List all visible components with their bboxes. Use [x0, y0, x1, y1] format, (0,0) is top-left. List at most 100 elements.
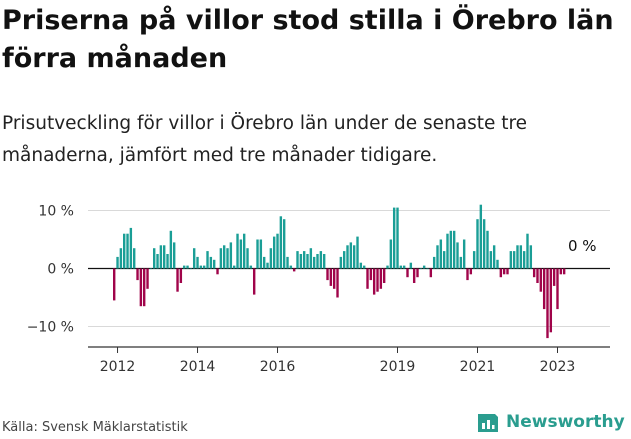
chart-subtitle: Prisutveckling för villor i Örebro län u… — [2, 113, 528, 166]
source-credit: Källa: Svensk Mäklarstatistik — [2, 420, 188, 435]
x-tick-label: 2019 — [380, 359, 416, 375]
bar — [209, 256, 213, 269]
bar — [512, 251, 516, 269]
bar — [546, 268, 549, 339]
bar — [199, 265, 203, 269]
bar — [412, 268, 416, 283]
bar — [279, 216, 283, 269]
bar — [322, 254, 326, 269]
bar — [256, 239, 259, 269]
x-tick-label: 2014 — [180, 359, 216, 375]
y-tick-label: 0 % — [47, 262, 74, 278]
x-tick-label: 2021 — [460, 359, 496, 375]
bar — [452, 230, 456, 269]
bar — [299, 254, 303, 269]
latest-value-annotation: 0 % — [568, 237, 597, 255]
brand-name: Newsworthy — [506, 412, 625, 432]
bar — [226, 248, 229, 269]
bar — [469, 268, 473, 275]
bar — [409, 262, 413, 269]
bar — [222, 245, 226, 269]
bar — [532, 268, 536, 278]
bar — [462, 239, 466, 269]
bar — [436, 245, 439, 269]
x-tick-label: 2016 — [260, 359, 296, 375]
y-tick-label: −10 % — [27, 320, 74, 336]
bar — [309, 248, 313, 269]
bar — [332, 268, 336, 289]
bar — [406, 268, 409, 278]
bar — [239, 239, 243, 269]
bar — [266, 262, 269, 269]
bar — [259, 239, 263, 269]
bar — [339, 256, 343, 269]
bar — [316, 254, 319, 269]
bar — [502, 268, 506, 275]
bar — [186, 265, 189, 269]
bar — [302, 251, 306, 269]
bar — [262, 256, 266, 269]
bar — [169, 230, 173, 269]
bar — [306, 254, 309, 269]
bar — [539, 268, 543, 292]
bar — [472, 251, 476, 269]
bar — [289, 265, 293, 269]
bar — [242, 233, 246, 269]
bar — [133, 248, 136, 269]
bar — [202, 265, 206, 269]
bar — [292, 268, 296, 272]
bar — [429, 268, 433, 278]
bar — [349, 242, 353, 269]
bar — [163, 245, 166, 269]
bar — [319, 251, 323, 269]
bar — [176, 268, 179, 292]
bar — [159, 245, 163, 269]
bar — [139, 268, 143, 307]
y-tick-label: 10 % — [38, 204, 74, 220]
bar — [466, 268, 469, 281]
bar — [146, 268, 149, 289]
bar — [149, 268, 153, 270]
bar — [212, 259, 216, 269]
bar — [272, 236, 276, 269]
bar — [143, 268, 146, 307]
bar — [196, 256, 199, 269]
bar — [362, 265, 366, 269]
bar — [552, 268, 556, 286]
bar — [352, 245, 356, 269]
bar — [482, 219, 486, 269]
bar — [486, 230, 489, 269]
bar — [216, 268, 219, 275]
bar — [526, 233, 529, 269]
bar — [489, 251, 493, 269]
bar — [542, 268, 546, 310]
bar — [522, 251, 526, 269]
bar — [536, 268, 539, 283]
x-tick-label: 2023 — [540, 359, 576, 375]
newsworthy-brand[interactable]: Newsworthy — [476, 408, 625, 436]
bar — [269, 248, 273, 269]
bar — [422, 265, 426, 269]
bar — [379, 268, 383, 289]
bar — [229, 242, 233, 269]
bar — [426, 268, 429, 270]
bar — [376, 268, 379, 292]
bar — [276, 233, 279, 269]
bar — [366, 268, 369, 289]
bar — [286, 256, 289, 269]
bar — [219, 248, 223, 269]
newsworthy-logo-icon — [478, 414, 498, 432]
bar — [389, 239, 393, 269]
x-axis-ticks: 2012 2014 2016 2019 2021 2023 — [100, 347, 576, 375]
bar — [252, 268, 256, 295]
bar — [382, 268, 386, 283]
bar — [516, 245, 519, 269]
bar — [396, 207, 399, 269]
bar — [342, 251, 346, 269]
bar — [386, 265, 389, 269]
bar — [189, 268, 193, 270]
bar — [419, 268, 423, 270]
bar — [126, 233, 129, 269]
bar — [492, 245, 496, 269]
bars — [113, 204, 566, 339]
